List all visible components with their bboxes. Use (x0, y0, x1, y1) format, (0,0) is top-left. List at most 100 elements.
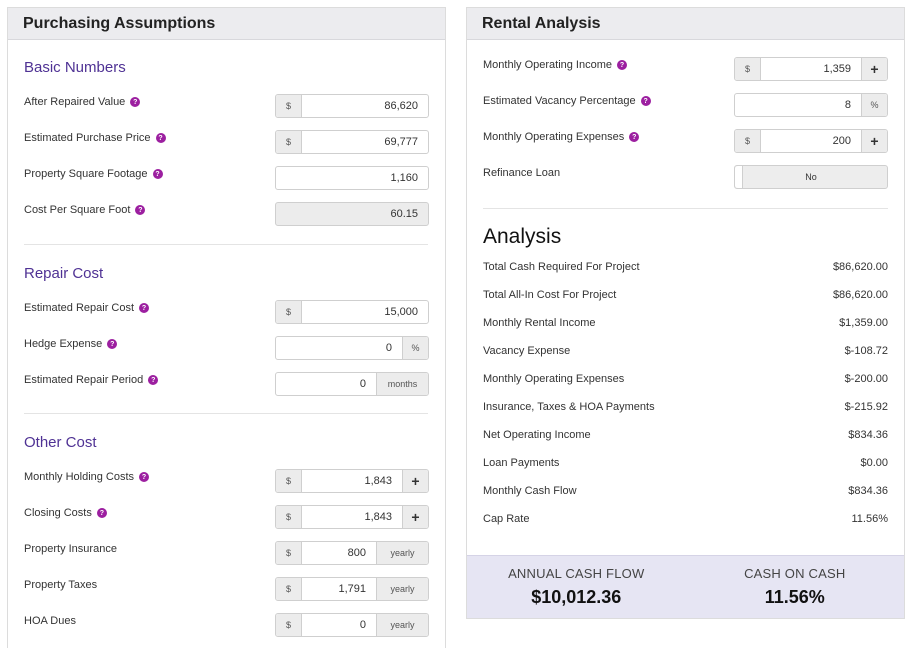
analysis-row-label: Insurance, Taxes & HOA Payments (483, 401, 655, 413)
add-closing-costs-button[interactable]: + (402, 506, 428, 528)
analysis-row: Total Cash Required For Project $86,620.0… (483, 261, 888, 273)
analysis-row-label: Monthly Cash Flow (483, 485, 577, 497)
vacancy-pct-input[interactable]: 8 (844, 99, 851, 111)
cost-per-sqft-field: 60.15 (275, 202, 429, 226)
refinance-text: Refinance Loan (483, 167, 561, 179)
repair-cost-text: Estimated Repair Cost (24, 302, 135, 314)
holding-costs-text: Monthly Holding Costs (24, 471, 135, 483)
analysis-row: Loan Payments $0.00 (483, 457, 888, 469)
analysis-row: Monthly Cash Flow $834.36 (483, 485, 888, 497)
repair-period-input[interactable]: 0 (359, 378, 366, 390)
holding-costs-label: Monthly Holding Costs ? (24, 470, 150, 484)
cash-on-cash-value: 11.56% (764, 587, 825, 607)
refinance-toggle[interactable]: No (734, 165, 888, 189)
hedge-expense-label: Hedge Expense ? (24, 337, 118, 351)
help-icon[interactable]: ? (130, 97, 141, 107)
percent-suffix: % (402, 337, 428, 359)
analysis-row-label: Cap Rate (483, 513, 530, 525)
analysis-row-value: $0.00 (860, 457, 888, 469)
rental-analysis-title: Rental Analysis (467, 8, 904, 40)
operating-income-field: $ 1,359 + (734, 57, 888, 81)
yearly-suffix: yearly (376, 614, 428, 636)
analysis-row: Cap Rate 11.56% (483, 513, 888, 525)
closing-costs-input[interactable]: 1,843 (364, 511, 392, 523)
yearly-suffix: yearly (376, 578, 428, 600)
purchase-price-label: Estimated Purchase Price ? (24, 131, 166, 145)
help-icon[interactable]: ? (139, 472, 150, 482)
analysis-row: Vacancy Expense $-108.72 (483, 345, 888, 357)
hedge-expense-text: Hedge Expense (24, 338, 103, 350)
help-icon[interactable]: ? (148, 375, 159, 385)
operating-income-input[interactable]: 1,359 (823, 63, 851, 75)
analysis-row-label: Total Cash Required For Project (483, 261, 640, 273)
cost-per-sqft-label: Cost Per Square Foot ? (24, 203, 146, 217)
analysis-row-value: $86,620.00 (832, 261, 888, 273)
add-operating-income-button[interactable]: + (861, 58, 887, 80)
cash-on-cash-label: CASH ON CASH (744, 566, 846, 581)
insurance-field: $ 800 yearly (275, 541, 429, 565)
repair-period-label: Estimated Repair Period ? (24, 373, 159, 387)
percent-suffix: % (861, 94, 887, 116)
currency-prefix: $ (276, 614, 302, 636)
analysis-row-value: $1,359.00 (839, 317, 888, 329)
section-divider (24, 413, 428, 414)
purchase-price-input[interactable]: 69,777 (384, 136, 418, 148)
toggle-knob[interactable] (735, 166, 743, 188)
help-icon[interactable]: ? (617, 60, 628, 70)
months-suffix: months (376, 373, 428, 395)
holding-costs-input[interactable]: 1,843 (364, 475, 392, 487)
help-icon[interactable]: ? (107, 339, 118, 349)
hoa-text: HOA Dues (24, 615, 76, 627)
purchasing-assumptions-panel: Purchasing Assumptions Basic Numbers Aft… (7, 7, 446, 648)
add-operating-expenses-button[interactable]: + (861, 130, 887, 152)
after-repaired-value-input[interactable]: 86,620 (384, 100, 418, 112)
analysis-row-label: Monthly Operating Expenses (483, 373, 625, 385)
operating-expenses-input[interactable]: 200 (832, 135, 851, 147)
analysis-row: Insurance, Taxes & HOA Payments $-215.92 (483, 401, 888, 413)
repair-period-text: Estimated Repair Period (24, 374, 144, 386)
operating-income-text: Monthly Operating Income (483, 59, 613, 71)
insurance-text: Property Insurance (24, 543, 117, 555)
help-icon[interactable]: ? (640, 96, 651, 106)
repair-cost-field: $ 15,000 (275, 300, 429, 324)
analysis-row-value: $86,620.00 (832, 289, 888, 301)
closing-costs-text: Closing Costs (24, 507, 92, 519)
purchase-price-text: Estimated Purchase Price (24, 132, 151, 144)
currency-prefix: $ (276, 301, 302, 323)
currency-prefix: $ (735, 58, 761, 80)
help-icon[interactable]: ? (629, 132, 640, 142)
taxes-label: Property Taxes (24, 578, 97, 592)
currency-prefix: $ (276, 470, 302, 492)
help-icon[interactable]: ? (96, 508, 107, 518)
after-repaired-value-text: After Repaired Value (24, 96, 126, 108)
currency-prefix: $ (276, 131, 302, 153)
help-icon[interactable]: ? (152, 169, 163, 179)
help-icon[interactable]: ? (139, 303, 150, 313)
vacancy-pct-label: Estimated Vacancy Percentage ? (483, 94, 651, 108)
vacancy-pct-field: 8 % (734, 93, 888, 117)
add-holding-costs-button[interactable]: + (402, 470, 428, 492)
annual-cash-flow-label: ANNUAL CASH FLOW (508, 566, 645, 581)
basic-numbers-heading: Basic Numbers (24, 59, 126, 76)
square-footage-input[interactable]: 1,160 (390, 172, 418, 184)
analysis-row-value: $-108.72 (844, 345, 888, 357)
refinance-toggle-value: No (805, 172, 817, 182)
hoa-field: $ 0 yearly (275, 613, 429, 637)
summary-bar: ANNUAL CASH FLOW $10,012.36 CASH ON CASH… (467, 555, 904, 618)
operating-income-label: Monthly Operating Income ? (483, 58, 628, 72)
analysis-row-label: Loan Payments (483, 457, 560, 469)
hoa-input[interactable]: 0 (359, 619, 366, 631)
hedge-expense-input[interactable]: 0 (385, 342, 392, 354)
square-footage-field: 1,160 (275, 166, 429, 190)
hedge-expense-field: 0 % (275, 336, 429, 360)
repair-cost-input[interactable]: 15,000 (384, 306, 418, 318)
insurance-input[interactable]: 800 (347, 547, 366, 559)
purchasing-assumptions-title: Purchasing Assumptions (8, 8, 445, 40)
taxes-input[interactable]: 1,791 (338, 583, 366, 595)
analysis-row: Monthly Operating Expenses $-200.00 (483, 373, 888, 385)
repair-cost-heading: Repair Cost (24, 265, 104, 282)
help-icon[interactable]: ? (135, 205, 146, 215)
analysis-row-value: $-200.00 (844, 373, 888, 385)
help-icon[interactable]: ? (155, 133, 166, 143)
rental-analysis-panel: Rental Analysis Monthly Operating Income… (466, 7, 905, 619)
